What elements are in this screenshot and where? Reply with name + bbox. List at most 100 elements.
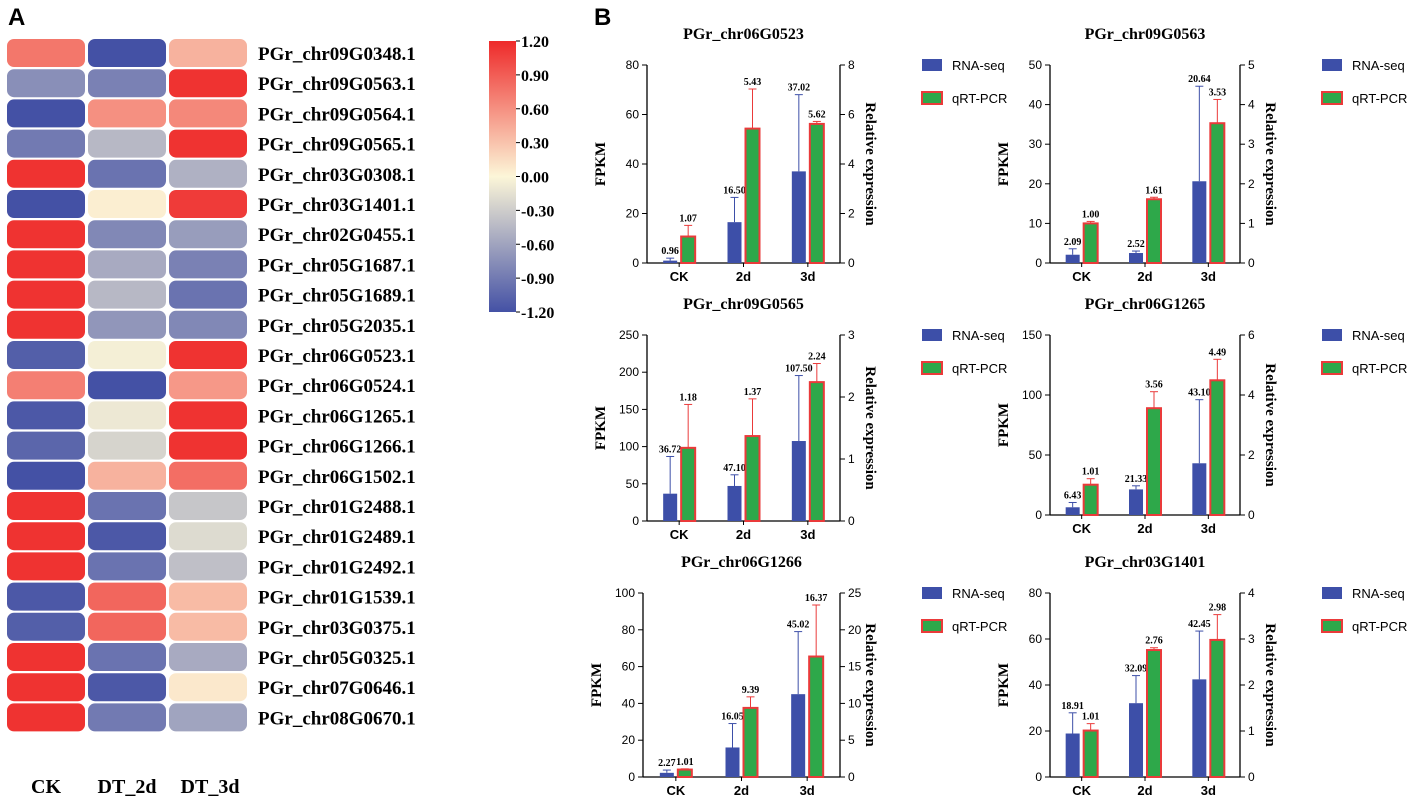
bar-rna-seq: [1065, 733, 1080, 777]
y-tick-label: 100: [615, 586, 635, 600]
y-tick-label: 60: [626, 108, 640, 122]
y-tick-label: 10: [1029, 216, 1043, 230]
heatmap-cell: [7, 612, 85, 641]
heatmap-cell: [88, 280, 166, 309]
heatmap-row-label: PGr_chr06G1502.1: [258, 467, 416, 488]
legend-swatch-qrt-pcr: [921, 91, 943, 105]
colorbar-tick-label: 1.20: [521, 34, 549, 51]
bar-rna-seq: [727, 222, 742, 263]
heatmap-row-label: PGr_chr05G2035.1: [258, 316, 416, 337]
bar-rna-seq: [1192, 463, 1207, 515]
y2-tick-label: 2: [1248, 678, 1255, 692]
bar-qrt-pcr: [742, 706, 759, 778]
heatmap-cell: [7, 250, 85, 279]
bar-chart-1: PGr_chr06G0523 0 20 40 60 80 0 2 4 6 8 FPKM Relative…: [593, 26, 1007, 284]
panel-a-label: A: [8, 4, 25, 31]
heatmap-cell: [7, 371, 85, 400]
y-tick-label: 40: [1029, 678, 1043, 692]
bar-rna-seq: [1129, 253, 1143, 263]
y-tick-label: 50: [1029, 448, 1043, 462]
data-label: 1.37: [744, 387, 762, 398]
bar-qrt-pcr: [680, 235, 697, 265]
x-tick-label: CK: [1072, 269, 1091, 284]
y2-tick-label: 3: [848, 328, 855, 342]
data-label: 37.02: [788, 83, 811, 94]
colorbar-tick-label: -1.20: [521, 305, 554, 322]
heatmap-cell: [88, 69, 166, 98]
heatmap-cell: [88, 673, 166, 702]
heatmap-cell: [88, 159, 166, 188]
heatmap-cell: [7, 159, 85, 188]
heatmap-cell: [169, 673, 247, 702]
heatmap-cell: [169, 341, 247, 369]
x-tick-label: 3d: [800, 269, 815, 284]
legend-label: qRT-PCR: [952, 91, 1007, 106]
y-tick-label: 50: [1029, 58, 1043, 72]
x-tick-label: 2d: [736, 269, 751, 284]
legend-swatch-qrt-pcr: [1321, 619, 1343, 633]
heatmap-cell: [169, 401, 247, 430]
heatmap-cell: [7, 39, 85, 67]
heatmap-cell: [169, 99, 247, 128]
heatmap-row-label: PGr_chr05G1687.1: [258, 255, 416, 276]
heatmap-cell: [169, 552, 247, 581]
heatmap-cell: [169, 190, 247, 218]
y2-tick-label: 4: [1248, 388, 1255, 402]
heatmap-cell: [169, 280, 247, 309]
bar-chart-4: PGr_chr06G1265 0 50 100 150 0 2 4 6 FPKM Relative …: [996, 296, 1407, 536]
heatmap-row-label: PGr_chr09G0565.1: [258, 135, 416, 156]
data-label: 1.00: [1082, 209, 1100, 220]
bar-rna-seq: [791, 441, 806, 521]
legend-swatch-rna-seq: [1322, 59, 1342, 71]
y-tick-label: 0: [632, 514, 639, 528]
x-tick-label: 2d: [734, 783, 749, 798]
heatmap-cell: [7, 461, 85, 490]
y-tick-label: 40: [1029, 98, 1043, 112]
y-tick-label: 0: [1035, 508, 1042, 522]
heatmap-row-label: PGr_chr02G0455.1: [258, 225, 416, 246]
y2-axis-label: Relative expression: [1262, 102, 1278, 226]
bar-rna-seq: [1129, 703, 1143, 777]
bar-qrt-pcr: [1146, 407, 1162, 517]
heatmap-cell: [169, 582, 247, 611]
heatmap-column-label: DT_2d: [98, 776, 157, 798]
y-tick-label: 0: [1035, 770, 1042, 784]
y2-tick-label: 6: [848, 108, 855, 122]
heatmap-cell: [88, 401, 166, 430]
data-label: 16.50: [723, 185, 746, 196]
panel-b-label: B: [594, 4, 611, 31]
heatmap-row-label: PGr_chr03G1401.1: [258, 195, 416, 216]
x-tick-label: CK: [670, 527, 689, 542]
heatmap-cell: [88, 129, 166, 158]
y-axis-label: FPKM: [996, 663, 1012, 707]
y-axis-label: FPKM: [593, 406, 609, 450]
heatmap-cell: [169, 220, 247, 249]
bar-qrt-pcr: [808, 655, 825, 778]
y-tick-label: 20: [1029, 177, 1043, 191]
y-tick-label: 100: [1022, 388, 1042, 402]
heatmap-cell: [88, 99, 166, 128]
bar-qrt-pcr: [1209, 122, 1226, 264]
x-tick-label: 3d: [1201, 783, 1216, 798]
y-tick-label: 20: [622, 733, 636, 747]
heatmap-column-label: DT_3d: [181, 776, 240, 798]
data-label: 16.37: [805, 593, 828, 604]
y2-tick-label: 0: [1248, 770, 1255, 784]
bar-rna-seq: [659, 772, 674, 777]
colorbar-tick-label: 0.30: [521, 136, 549, 153]
heatmap-cell: [7, 69, 85, 98]
heatmap-row-label: PGr_chr09G0348.1: [258, 44, 416, 65]
bar-qrt-pcr: [1209, 379, 1226, 516]
data-label: 42.45: [1188, 619, 1211, 630]
y2-tick-label: 1: [848, 452, 855, 466]
bar-qrt-pcr: [1082, 729, 1099, 778]
bar-rna-seq: [1192, 679, 1207, 777]
chart-title: PGr_chr09G0563: [1085, 26, 1206, 43]
data-label: 45.02: [787, 620, 810, 631]
y2-tick-label: 3: [1248, 137, 1255, 151]
bar-qrt-pcr: [744, 435, 761, 522]
legend-label: qRT-PCR: [952, 619, 1007, 634]
heatmap-row-label: PGr_chr01G2489.1: [258, 527, 416, 548]
colorbar-tick-label: -0.60: [521, 237, 554, 254]
